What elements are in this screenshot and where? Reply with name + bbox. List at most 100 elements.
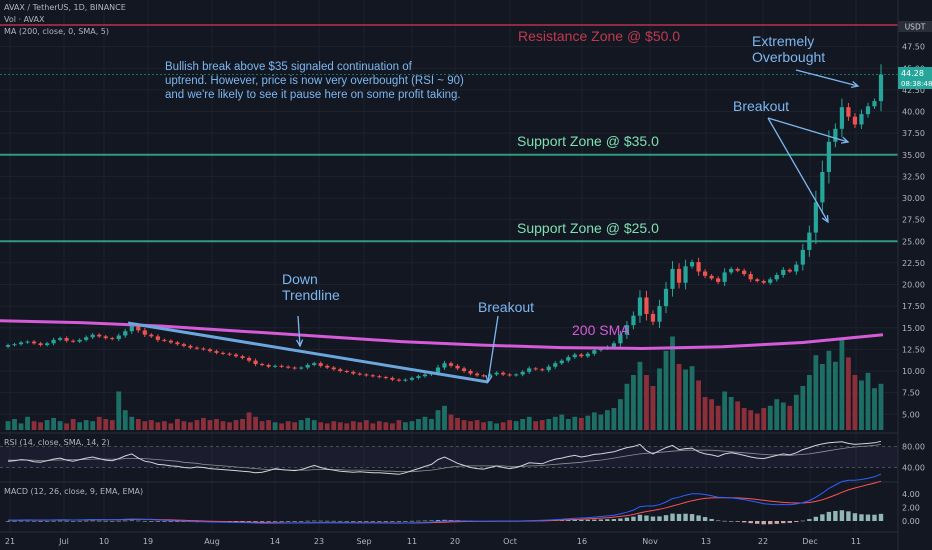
arrow-trendline (297, 315, 301, 347)
candle-body (781, 269, 786, 275)
candle-body (442, 363, 447, 368)
volume-bar (259, 421, 265, 430)
macd-histogram-bar (5, 521, 11, 522)
macd-histogram-bar (715, 520, 721, 522)
macd-tick: 2.00 (902, 503, 920, 512)
volume-bar (194, 420, 200, 430)
volume-bar (611, 408, 617, 430)
macd-histogram-bar (240, 521, 245, 522)
x-tick-label: 22 (758, 537, 768, 546)
volume-bar (18, 423, 24, 430)
volume-bar (715, 405, 721, 430)
macd-histogram-bar (51, 520, 56, 522)
macd-histogram-bar (136, 520, 141, 522)
volume-bar (618, 399, 623, 430)
candle-body (800, 249, 805, 265)
x-tick-label: 16 (577, 537, 587, 546)
candle-body (383, 377, 388, 379)
macd-histogram-bar (741, 521, 747, 523)
macd-histogram-bar (233, 521, 239, 522)
macd-histogram-bar (246, 521, 252, 522)
volume-bar (272, 422, 278, 430)
macd-tick: 0.00 (902, 517, 920, 526)
y-tick-label: 30.00 (902, 194, 925, 203)
candle-body (722, 272, 727, 282)
candle-body (566, 357, 571, 361)
candle-body (461, 368, 467, 371)
candle-body (325, 365, 330, 368)
candle-body (839, 107, 845, 129)
volume-bar (559, 414, 565, 430)
macd-histogram-bar (416, 520, 421, 522)
volume-bar (396, 420, 402, 430)
volume-bar (174, 419, 180, 430)
macd-histogram-bar (364, 521, 369, 522)
macd-histogram-bar (12, 520, 17, 522)
candle-body (292, 367, 297, 369)
volume-bar (148, 420, 154, 430)
x-tick-label: Nov (642, 537, 658, 546)
candle-body (18, 342, 24, 345)
candle-body (194, 347, 200, 349)
macd-histogram-bar (285, 521, 291, 522)
volume-bar (246, 412, 252, 430)
macd-histogram-bar (709, 518, 714, 521)
price-badge-countdown: 08:38:48 (901, 80, 932, 88)
volume-bar (188, 422, 193, 430)
volume-bar (383, 422, 389, 430)
candle-body (155, 336, 160, 340)
volume-line: Vol · AVAX (4, 15, 45, 24)
volume-bar (513, 421, 519, 430)
candle-body (683, 266, 688, 283)
y-tick-label: 25.00 (902, 237, 925, 246)
macd-histogram-bar (90, 520, 95, 522)
candle-body (878, 74, 884, 102)
arrow-breakout-top-1 (767, 117, 849, 143)
macd-histogram-bar (579, 519, 584, 521)
macd-histogram-bar (846, 511, 851, 521)
candle-body (663, 288, 669, 307)
candle-body (624, 325, 630, 335)
macd-histogram-bar (168, 521, 174, 522)
candle-body (735, 268, 740, 271)
volume-bar (324, 423, 330, 430)
candle-body (852, 116, 858, 125)
candle-body (12, 344, 17, 346)
volume-bar (129, 416, 135, 430)
volume-bar (168, 423, 174, 430)
volume-bar (298, 420, 304, 430)
candle-body (748, 274, 753, 280)
volume-bar (754, 413, 760, 430)
rsi-label: RSI (14, close, SMA, 14, 2) (4, 438, 110, 447)
volume-bar (702, 397, 708, 430)
candle-body (273, 365, 278, 367)
macd-histogram-bar (38, 521, 43, 522)
candle-body (233, 354, 239, 357)
candle-body (592, 350, 597, 354)
macd-histogram-bar (748, 521, 753, 524)
x-tick-label: Sep (356, 537, 371, 546)
macd-histogram-bar (253, 521, 258, 522)
volume-bar (591, 412, 597, 430)
y-tick-label: 27.50 (902, 216, 925, 225)
volume-bar (500, 422, 506, 430)
volume-bar (279, 423, 285, 430)
macd-histogram-bar (696, 515, 701, 521)
candle-body (474, 373, 480, 376)
volume-bar (363, 420, 369, 430)
candle-body (676, 268, 682, 283)
y-tick-label: 22.50 (902, 259, 925, 268)
macd-histogram-bar (689, 514, 695, 521)
macd-histogram-bar (103, 520, 108, 522)
candle-body (755, 279, 760, 282)
volume-bar (826, 350, 832, 430)
volume-bar (83, 420, 89, 430)
macd-histogram-bar (624, 517, 630, 521)
macd-histogram-bar (149, 521, 154, 522)
candle-body (579, 354, 584, 357)
y-tick-label: 40.00 (902, 108, 925, 117)
macd-histogram-bar (657, 516, 662, 521)
arrow-trendline-head (295, 339, 304, 348)
